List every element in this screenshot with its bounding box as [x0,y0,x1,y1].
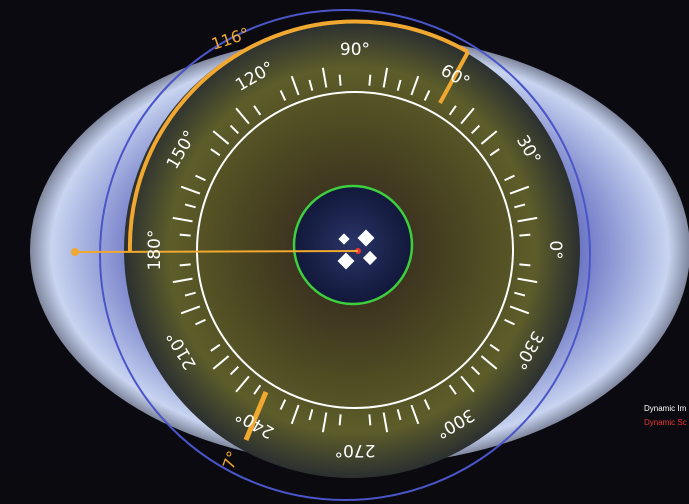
tick [504,318,515,326]
tick [179,263,191,267]
tick [172,277,193,284]
tick [321,412,328,433]
tick [195,318,206,326]
tick [368,74,372,86]
tick [235,375,250,393]
tick [253,105,262,116]
tick [290,404,300,425]
tick [229,365,240,376]
tick [504,174,515,182]
tick [448,384,457,395]
tick [180,305,201,315]
tick [396,79,402,91]
marker-line [243,391,269,441]
tick [368,414,372,426]
tick [509,185,530,195]
tick [212,355,230,370]
tick [184,291,196,297]
tick [489,148,500,157]
tick [519,233,531,237]
tick [410,404,420,425]
axis-line [74,250,359,253]
axis-handle [71,248,79,256]
status-line: Dynamic Im [644,404,687,413]
tick [229,124,240,135]
reflections [337,229,378,270]
tick [514,203,526,209]
pupil-circle [292,184,414,306]
tick [382,412,389,433]
tick [382,67,389,88]
tick [338,74,342,86]
tick [184,203,196,209]
tick [308,79,314,91]
axis-arc [127,19,470,253]
arc-end [438,51,470,104]
scale-label: 0° [545,240,565,259]
tick [396,409,402,421]
tick [423,399,431,410]
tick [308,409,314,421]
tick [321,67,328,88]
tick [519,263,531,267]
scale-label: 180° [145,230,165,271]
tick [235,107,250,125]
tick [180,185,201,195]
tick [338,414,342,426]
tick [423,90,431,101]
limbus-circle [99,9,591,501]
reflection [338,233,350,245]
marker-label: 7° [219,448,243,472]
reflection [362,250,378,266]
tick [279,399,287,410]
tick [253,384,262,395]
tick [279,90,287,101]
tick [517,277,538,284]
tick [470,365,481,376]
reference-circle [196,91,514,409]
reflection [357,229,375,247]
tick [460,375,475,393]
tick [195,174,206,182]
tick [517,216,538,223]
scale-label: 90° [340,40,370,60]
tick [509,305,530,315]
tick [179,233,191,237]
tick [514,291,526,297]
tick [480,130,498,145]
tick [448,105,457,116]
reflection [337,252,355,270]
scale-label: 270° [335,440,376,460]
tick-ring [172,67,538,433]
tick [172,216,193,223]
tick [470,124,481,135]
tick [210,343,221,352]
tick [489,343,500,352]
tick [460,107,475,125]
status-line: Dynamic Sc [644,418,687,427]
tick [210,148,221,157]
tick [212,130,230,145]
tick [480,355,498,370]
tick [410,75,420,96]
tick [290,75,300,96]
